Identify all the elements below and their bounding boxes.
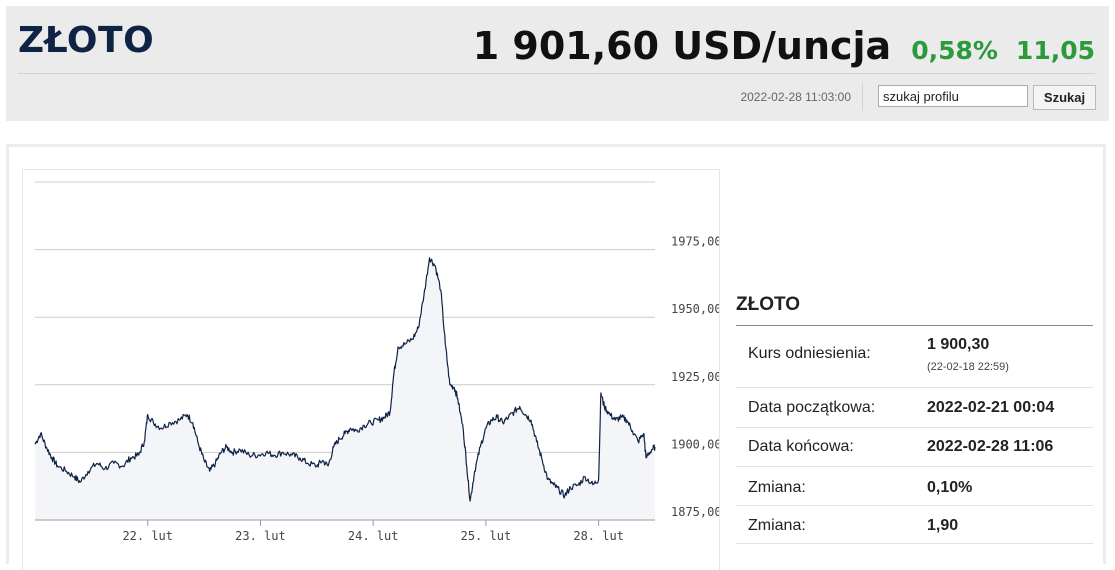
change-percent: 0,58% [911, 36, 998, 65]
change-absolute: 11,05 [1015, 36, 1095, 65]
quote-header: ZŁOTO 1 901,60 USD/uncja 0,58% 11,05 202… [6, 6, 1109, 121]
header-divider [18, 73, 1095, 74]
x-tick-label: 28. lut [573, 529, 624, 543]
info-value: 1,90 [927, 517, 959, 534]
x-tick-label: 24. lut [348, 529, 399, 543]
info-value: 0,10% [927, 479, 973, 496]
profile-search-input[interactable] [878, 85, 1028, 107]
quote-summary: 1 901,60 USD/uncja 0,58% 11,05 [473, 24, 1095, 68]
info-row-change-abs: Zmiana: 1,90 [736, 506, 1093, 544]
y-tick-label: 1900,00 [671, 437, 719, 451]
y-tick-label: 1975,00 [671, 235, 719, 249]
y-tick-label: 1875,00 [671, 505, 719, 519]
x-tick-label: 25. lut [461, 529, 512, 543]
series-area [35, 257, 655, 520]
search-button[interactable]: Szukaj [1033, 85, 1096, 110]
info-title: ZŁOTO [736, 294, 1093, 326]
info-value: 1 900,30 [927, 336, 990, 353]
info-row-start: Data początkowa: 2022-02-21 00:04 [736, 388, 1093, 428]
info-value: 2022-02-28 11:06 [927, 438, 1054, 455]
info-value: 2022-02-21 00:04 [927, 399, 1055, 416]
price-chart: 1875,00 1900,00 1925,00 1950,00 1975,00 22. l… [22, 169, 720, 570]
quote-timestamp: 2022-02-28 11:03:00 [740, 90, 851, 104]
header-separator [862, 83, 863, 111]
series-line [34, 257, 656, 502]
x-tick-label: 22. lut [122, 529, 173, 543]
x-tick-label: 23. lut [235, 529, 286, 543]
info-label: Data początkowa: [748, 399, 876, 416]
info-label: Data końcowa: [748, 438, 854, 455]
info-label: Zmiana: [748, 479, 806, 496]
info-label: Kurs odniesienia: [748, 345, 871, 362]
current-price: 1 901,60 USD/uncja [472, 24, 892, 68]
instrument-title: ZŁOTO [18, 20, 155, 61]
info-row-end: Data końcowa: 2022-02-28 11:06 [736, 428, 1093, 467]
info-table: ZŁOTO Kurs odniesienia: 1 900,30 (22-02-… [736, 294, 1093, 544]
info-label: Zmiana: [748, 517, 806, 534]
info-subvalue: (22-02-18 22:59) [927, 361, 1009, 373]
y-tick-label: 1950,00 [671, 302, 719, 316]
info-row-reference: Kurs odniesienia: 1 900,30 (22-02-18 22:… [736, 326, 1093, 388]
price-chart-svg: 1875,00 1900,00 1925,00 1950,00 1975,00 22. l… [34, 181, 719, 543]
info-row-change-pct: Zmiana: 0,10% [736, 467, 1093, 506]
y-tick-label: 1925,00 [671, 370, 719, 384]
